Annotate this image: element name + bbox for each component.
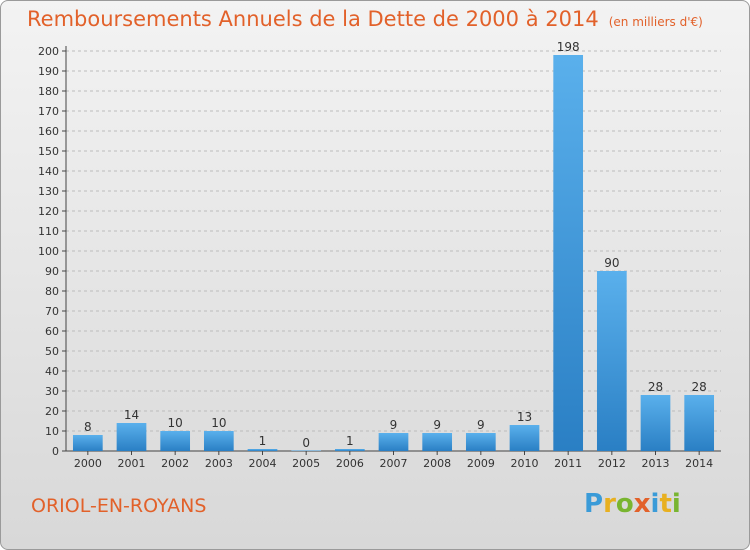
bar-value-label: 9 (477, 418, 485, 432)
chart-title: Remboursements Annuels de la Dette de 20… (27, 7, 703, 31)
y-tick-label: 90 (45, 265, 59, 278)
y-tick-label: 200 (38, 45, 59, 58)
bar (509, 425, 540, 451)
bar-value-label: 14 (124, 408, 139, 422)
bar-value-label: 9 (390, 418, 398, 432)
bar-value-label: 1 (259, 434, 267, 448)
logo-letter: r (603, 489, 616, 519)
bar (334, 449, 365, 451)
x-tick-label: 2010 (511, 457, 539, 470)
x-tick-label: 2013 (642, 457, 670, 470)
x-tick-label: 2004 (249, 457, 277, 470)
x-tick-label: 2007 (380, 457, 408, 470)
y-tick-label: 0 (52, 445, 59, 458)
logo-letter: P (584, 489, 604, 519)
bar (72, 435, 103, 451)
bar (422, 433, 453, 451)
bar (684, 395, 715, 451)
bar-value-label: 90 (604, 256, 619, 270)
x-tick-label: 2002 (161, 457, 189, 470)
bar (553, 55, 584, 451)
bar-value-label: 9 (433, 418, 441, 432)
y-tick-label: 100 (38, 245, 59, 258)
bar (116, 423, 147, 451)
y-tick-label: 190 (38, 65, 59, 78)
logo-letter: x (633, 489, 651, 519)
bar-value-label: 10 (211, 416, 226, 430)
place-name: ORIOL-EN-ROYANS (31, 495, 207, 517)
x-tick-label: 2005 (292, 457, 320, 470)
logo-letter: o (615, 489, 634, 519)
x-tick-label: 2003 (205, 457, 233, 470)
x-tick-label: 2014 (685, 457, 713, 470)
logo-letter: t (659, 489, 672, 519)
x-tick-label: 2008 (423, 457, 451, 470)
y-tick-label: 130 (38, 185, 59, 198)
bar (203, 431, 234, 451)
bar-value-label: 13 (517, 410, 532, 424)
bar (247, 449, 278, 451)
x-tick-label: 2012 (598, 457, 626, 470)
bar-value-label: 10 (168, 416, 183, 430)
bar-value-label: 28 (648, 380, 663, 394)
bar (291, 450, 322, 451)
bar (378, 433, 409, 451)
y-tick-label: 60 (45, 325, 59, 338)
x-tick-label: 2009 (467, 457, 495, 470)
x-tick-label: 2001 (118, 457, 146, 470)
y-tick-label: 180 (38, 85, 59, 98)
logo-letter: i (650, 489, 660, 519)
y-tick-label: 10 (45, 425, 59, 438)
y-tick-label: 120 (38, 205, 59, 218)
bar (465, 433, 496, 451)
bar-value-label: 198 (557, 40, 580, 54)
y-tick-label: 140 (38, 165, 59, 178)
bar-value-label: 1 (346, 434, 354, 448)
y-tick-label: 160 (38, 125, 59, 138)
y-tick-label: 50 (45, 345, 59, 358)
logo-letter: i (671, 489, 681, 519)
y-tick-label: 170 (38, 105, 59, 118)
x-tick-label: 2006 (336, 457, 364, 470)
title-unit: (en milliers d'€) (608, 15, 703, 29)
proxiti-logo: Proxiti (584, 489, 681, 519)
bar-value-label: 0 (302, 436, 310, 450)
y-tick-label: 80 (45, 285, 59, 298)
y-tick-label: 30 (45, 385, 59, 398)
bar-value-label: 28 (692, 380, 707, 394)
x-tick-label: 2011 (554, 457, 582, 470)
title-text: Remboursements Annuels de la Dette de 20… (27, 7, 599, 31)
bar (596, 271, 627, 451)
y-tick-label: 110 (38, 225, 59, 238)
y-tick-label: 150 (38, 145, 59, 158)
bar-value-label: 8 (84, 420, 92, 434)
bar (640, 395, 671, 451)
bar (160, 431, 191, 451)
y-tick-label: 20 (45, 405, 59, 418)
y-tick-label: 40 (45, 365, 59, 378)
x-tick-label: 2000 (74, 457, 102, 470)
y-tick-label: 70 (45, 305, 59, 318)
